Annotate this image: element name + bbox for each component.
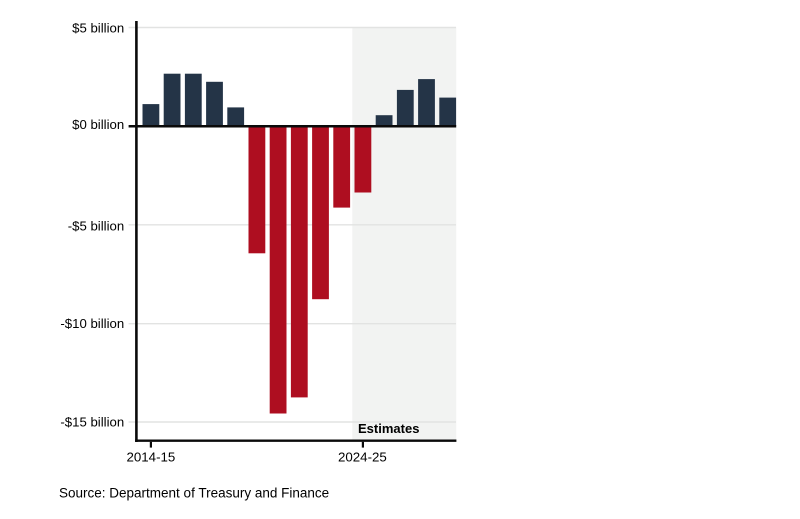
svg-text:-$15 billion: -$15 billion	[60, 414, 124, 429]
svg-text:-$10 billion: -$10 billion	[60, 316, 124, 331]
svg-text:$5 billion: $5 billion	[72, 21, 124, 36]
svg-text:-$5 billion: -$5 billion	[68, 218, 124, 233]
svg-text:2014-15: 2014-15	[126, 450, 175, 465]
svg-text:$0 billion: $0 billion	[72, 117, 124, 132]
svg-text:2024-25: 2024-25	[338, 450, 387, 465]
svg-text:Estimates: Estimates	[358, 421, 419, 436]
svg-text:Source: Department of Treasury: Source: Department of Treasury and Finan…	[59, 486, 329, 501]
